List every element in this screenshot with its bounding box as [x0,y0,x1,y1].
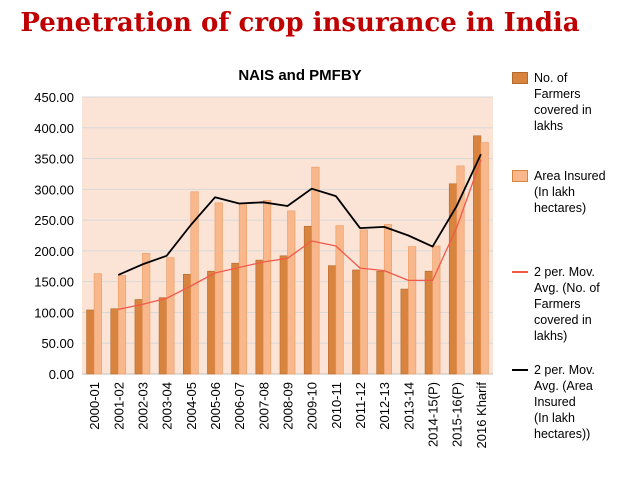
legend-label-farmers-line3: covered in [534,103,592,117]
y-tick-label: 200.00 [34,244,74,259]
bar-farmers [424,270,433,375]
slide-title: Penetration of crop insurance in India [20,8,580,38]
bar-farmers [110,308,119,375]
x-tick-label: 2007-08 [256,382,271,430]
bar-area [456,165,465,375]
legend-label-farmers-avg-line1: 2 per. Mov. [534,265,595,279]
x-tick-label: 2000-01 [87,382,102,430]
legend-label-area-line3: hectares) [534,201,587,215]
bar-area [287,210,296,375]
x-tick-label: 2005-06 [208,382,223,430]
bar-area [263,200,272,375]
x-tick-label: 2011-12 [353,382,368,429]
legend-label-farmers-avg-line2: Avg. (No. of [534,281,600,295]
legend-label-farmers-avg-line3: Farmers [534,297,581,311]
bar-area [359,229,368,375]
x-tick-label: 2013-14 [401,382,416,430]
legend-label-area-avg-line1: 2 per. Mov. [534,363,595,377]
x-tick-label: 2002-03 [135,382,150,430]
bar-farmers [303,225,312,375]
bar-farmers [279,255,288,375]
x-tick-label: 2003-04 [160,382,175,430]
x-tick-label: 2006-07 [232,382,247,430]
legend-label-area-avg-line4: (In lakh [534,411,575,425]
legend-label-farmers-line4: lakhs [534,119,564,133]
bar-farmers [255,259,264,375]
bar-area [480,142,489,375]
y-tick-label: 350.00 [34,152,74,167]
line-farmers-moving-avg [118,159,482,311]
bar-area [142,253,151,375]
legend-swatch-area [512,170,528,182]
bar-farmers [231,262,240,375]
x-tick-label: 2008-09 [281,382,296,430]
bar-area [93,273,102,375]
y-tick-label: 50.00 [41,336,74,351]
legend-label-area-avg-line5: hectares)) [534,427,591,441]
bar-farmers [328,265,337,375]
bar-area [166,257,175,375]
legend-label-farmers-avg-line4: covered in [534,313,592,327]
bar-area [383,224,393,375]
bar-area [214,202,223,375]
x-tick-label: 2012-13 [377,382,392,430]
bar-area [432,245,441,375]
bar-farmers [352,269,361,375]
bar-area [335,225,344,375]
x-tick-label: 2010-11 [329,382,344,429]
y-tick-label: 400.00 [34,121,74,136]
x-tick-label: 2016 Kharif [474,382,489,449]
bar-farmers [158,297,167,375]
x-tick-label: 2009-10 [305,382,320,430]
chart: NAIS and PMFBY 0.00 50.00 100.00 150.00 200.… [0,52,505,478]
legend-label-area-line2: (In lakh [534,185,575,199]
y-tick-label: 300.00 [34,182,74,197]
x-tick-label: 2001-02 [111,382,126,430]
x-tick-label: 2015-16(P) [450,382,465,447]
x-tick-label: 2004-05 [184,382,199,430]
x-tick-label: 2014-15(P) [426,382,441,447]
chart-title: NAIS and PMFBY [238,67,361,84]
bar-area [408,246,417,375]
legend-label-area-avg-line2: Avg. (Area [534,379,593,393]
legend-label-farmers-line2: Farmers [534,87,581,101]
bar-farmers [134,299,143,375]
bar-area [190,191,199,375]
bar-farmers [86,309,95,375]
y-tick-label: 150.00 [34,275,74,290]
legend-swatch-area-avg [512,369,528,371]
y-tick-label: 100.00 [34,305,74,320]
legend-label-area-line1: Area Insured [534,169,606,183]
y-tick-label: 0.00 [49,367,74,382]
legend-label-area-avg-line3: Insured [534,395,576,409]
bar-farmers [376,270,385,375]
y-tick-label: 250.00 [34,213,74,228]
legend-label-farmers-line1: No. of [534,71,568,85]
bar-farmers [400,288,409,375]
legend-label-farmers-avg-line5: lakhs) [534,329,568,343]
line-area-moving-avg [117,153,482,276]
y-tick-label: 450.00 [34,90,74,105]
bar-area [238,203,247,375]
bar-area [117,275,127,375]
legend-swatch-farmers-avg [512,271,528,273]
bar-farmers [207,270,216,375]
legend-swatch-farmers [512,72,528,84]
bar-area [311,166,320,375]
